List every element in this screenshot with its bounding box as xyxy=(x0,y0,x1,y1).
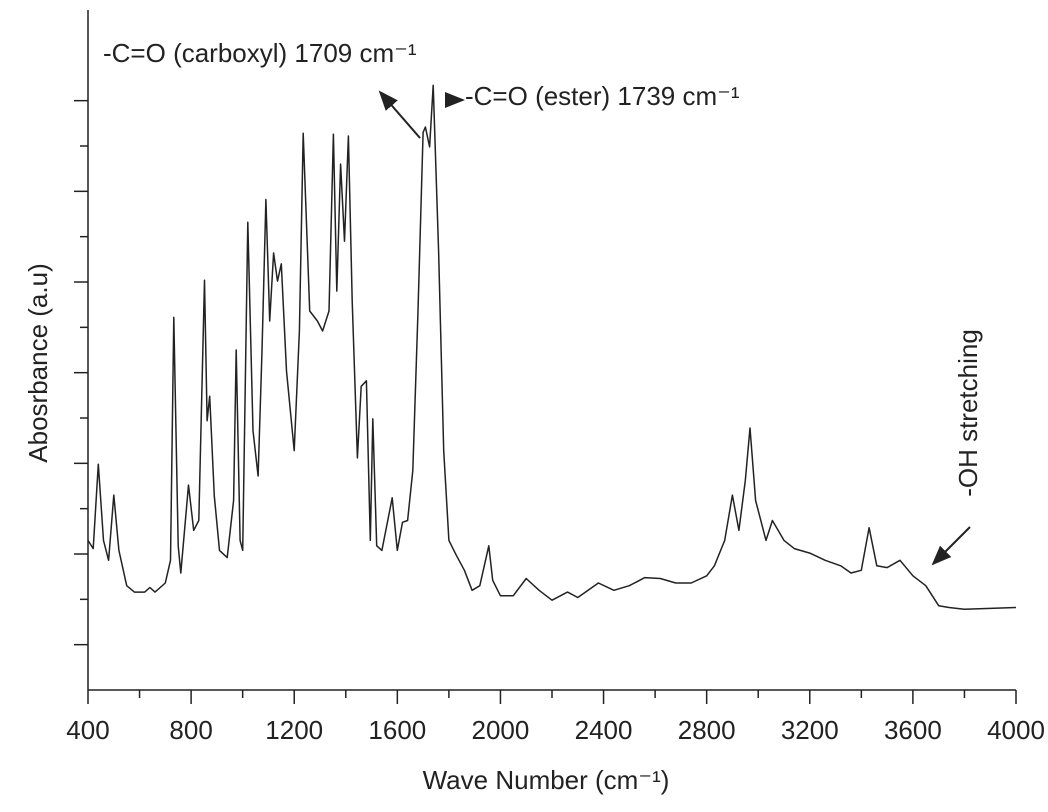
annotation: -C=O (ester) 1739 cm⁻¹ xyxy=(465,81,740,111)
x-tick-label: 2800 xyxy=(678,715,736,745)
x-tick-label: 2400 xyxy=(575,715,633,745)
spectrum-line xyxy=(87,84,1017,611)
x-tick-label: 3600 xyxy=(884,715,942,745)
y-axis-title: Abosrbance (a.u) xyxy=(23,263,53,462)
x-tick-label: 1200 xyxy=(265,715,323,745)
x-axis-title: Wave Number (cm⁻¹) xyxy=(423,765,670,795)
x-tick-label: 400 xyxy=(66,715,109,745)
annotation: -C=O (carboxyl) 1709 cm⁻¹ xyxy=(103,38,417,68)
arrow xyxy=(378,90,421,139)
x-tick-label: 4000 xyxy=(987,715,1045,745)
arrow xyxy=(931,526,971,566)
annotation: -OH stretching xyxy=(953,329,983,497)
x-tick-label: 2000 xyxy=(472,715,530,745)
x-tick-label: 1600 xyxy=(368,715,426,745)
x-tick-label: 800 xyxy=(169,715,212,745)
x-tick-label: 3200 xyxy=(781,715,839,745)
